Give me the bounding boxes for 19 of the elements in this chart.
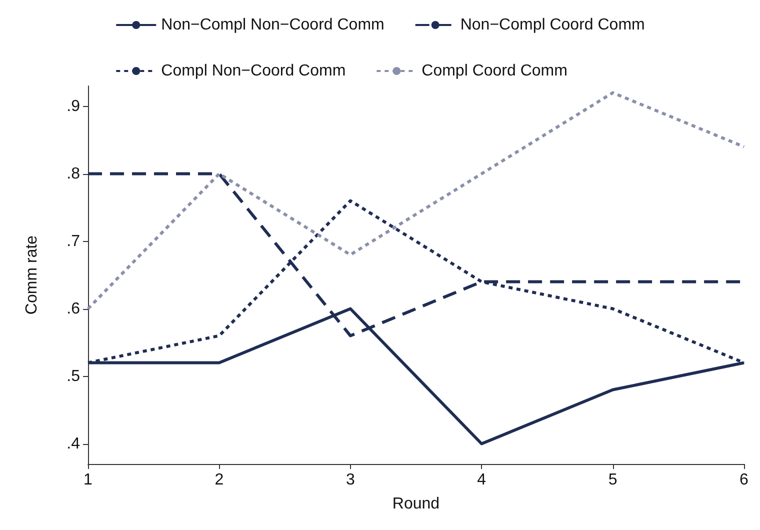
x-tick-label: 6 [740,472,749,488]
legend-label: Compl Coord Comm [422,62,568,80]
y-tick-label: .8 [66,165,80,182]
y-tick-label: .9 [66,98,80,115]
y-tick-label: .4 [66,435,80,452]
line-series [86,91,746,310]
legend-label: Compl Non−Coord Comm [161,62,346,80]
legend-label: Non−Compl Coord Comm [460,16,645,34]
y-tick-label: .6 [66,300,80,318]
y-axis-title: Comm rate [24,235,40,315]
x-tick-label: 2 [214,472,224,488]
x-axis-title: Round [392,496,440,512]
y-tick-label: .5 [66,368,80,385]
y-tick-label: .7 [66,232,80,250]
x-tick-label: 5 [608,472,618,488]
x-tick-label: 1 [84,472,93,488]
legend-label: Non−Compl Non−Coord Comm [161,16,384,34]
x-tick-label: 3 [346,472,355,488]
x-tick-label: 4 [477,472,486,488]
